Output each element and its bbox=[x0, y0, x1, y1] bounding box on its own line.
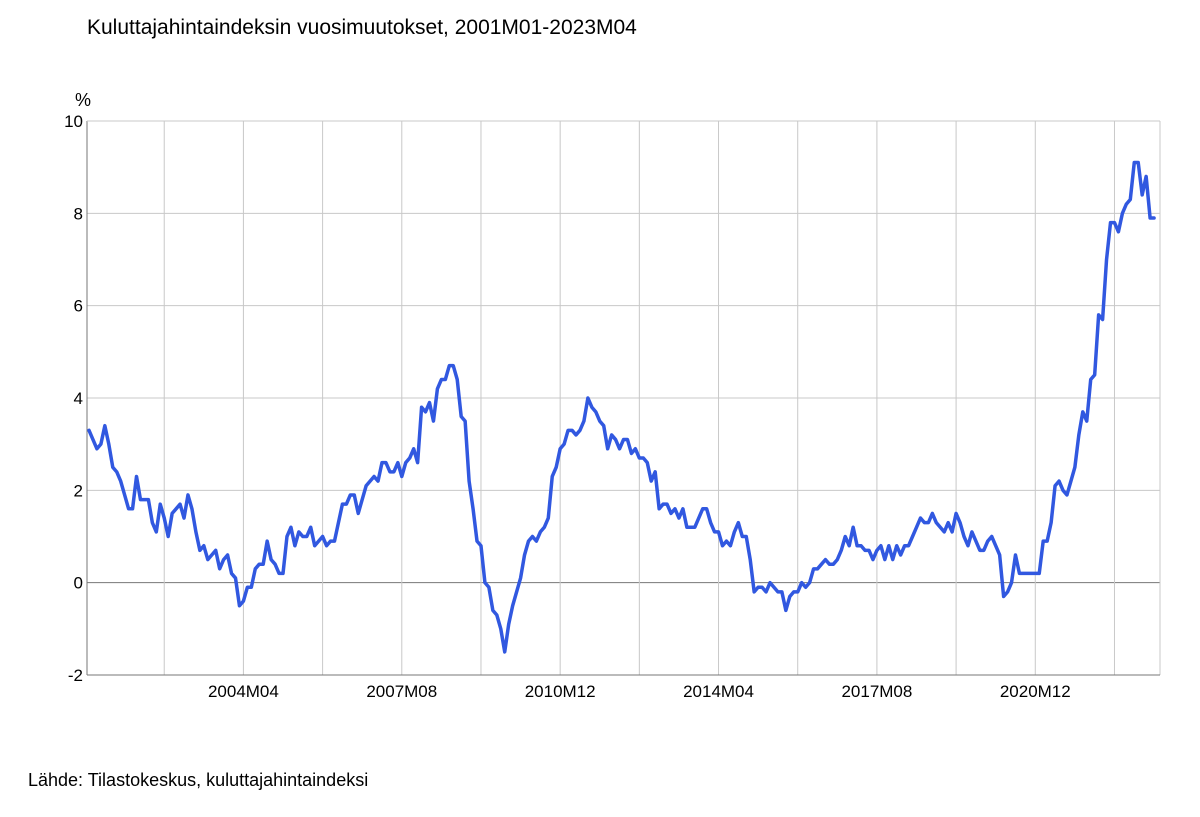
axes bbox=[86, 120, 1161, 676]
y-tick-label: 8 bbox=[74, 204, 83, 223]
y-tick-label: 4 bbox=[74, 389, 83, 408]
y-tick-label: 10 bbox=[64, 112, 83, 131]
y-tick-label: 6 bbox=[74, 297, 83, 316]
x-tick-label: 2010M12 bbox=[525, 682, 596, 701]
y-tick-label: 0 bbox=[74, 574, 83, 593]
x-tick-label: 2007M08 bbox=[366, 682, 437, 701]
x-tick-label: 2004M04 bbox=[208, 682, 279, 701]
x-tick-label: 2017M08 bbox=[841, 682, 912, 701]
series-layer bbox=[87, 160, 1156, 654]
chart-title: Kuluttajahintaindeksin vuosimuutokset, 2… bbox=[87, 16, 637, 39]
series-line bbox=[87, 160, 1156, 654]
y-tick-label: 2 bbox=[74, 481, 83, 500]
x-axis-tick-labels: 2004M04 2007M08 2010M12 2014M04 2017M08 2020M… bbox=[208, 682, 1071, 701]
x-tick-label: 2020M12 bbox=[1000, 682, 1071, 701]
x-tick-label: 2014M04 bbox=[683, 682, 754, 701]
gridlines bbox=[87, 120, 1160, 676]
chart-source-note: Lähde: Tilastokeskus, kuluttajahintainde… bbox=[28, 770, 369, 790]
y-axis-tick-labels: -2 0 2 4 6 8 10 bbox=[64, 112, 83, 685]
y-axis-unit-label: % bbox=[75, 90, 91, 110]
y-tick-label: -2 bbox=[68, 666, 83, 685]
